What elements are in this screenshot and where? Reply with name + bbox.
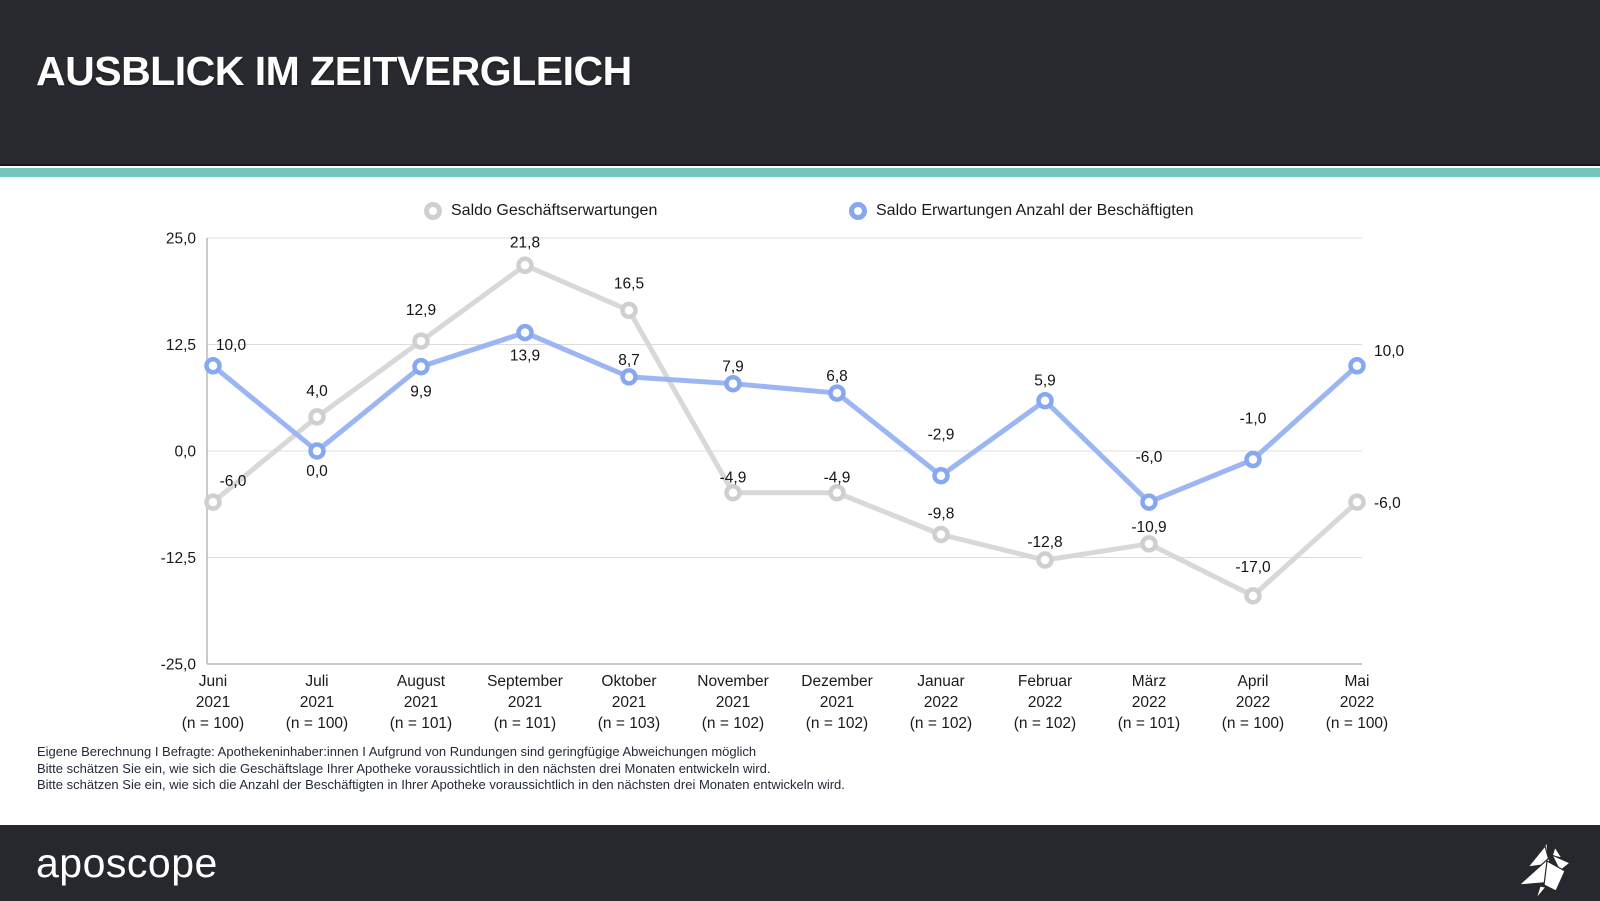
data-label: 9,9 bbox=[410, 384, 432, 401]
legend-item-geschaeftserwartungen: Saldo Geschäftserwartungen bbox=[424, 199, 657, 223]
data-point-marker bbox=[828, 384, 846, 402]
data-point-marker bbox=[1036, 391, 1054, 410]
data-label: -6,0 bbox=[1136, 449, 1163, 466]
footnotes: Eigene Berechnung I Befragte: Apothekeni… bbox=[37, 744, 845, 794]
data-point-marker bbox=[516, 323, 534, 342]
footnote-line: Eigene Berechnung I Befragte: Apothekeni… bbox=[37, 744, 757, 759]
data-label: 16,5 bbox=[614, 275, 644, 292]
data-point-marker bbox=[1140, 535, 1158, 553]
data-label: -17,0 bbox=[1235, 559, 1271, 576]
data-label: -10,9 bbox=[1131, 519, 1166, 536]
legend-marker-gray-icon bbox=[424, 202, 442, 220]
data-label: 8,7 bbox=[618, 352, 640, 369]
footer-bar: aposcope bbox=[0, 825, 1600, 901]
data-label: 21,8 bbox=[510, 234, 540, 251]
data-point-marker bbox=[516, 256, 534, 275]
data-label: 12,9 bbox=[406, 302, 436, 319]
data-point-marker bbox=[204, 357, 222, 375]
data-label: 0,0 bbox=[306, 463, 328, 480]
svg-text:-12,5: -12,5 bbox=[161, 550, 196, 567]
legend-item-beschaeftigte: Saldo Erwartungen Anzahl der Beschäftigt… bbox=[849, 199, 1194, 223]
data-label: 10,0 bbox=[1374, 343, 1405, 360]
data-point-marker bbox=[620, 368, 638, 386]
footnote-line: Bitte schätzen Sie ein, wie sich die Anz… bbox=[37, 777, 845, 793]
data-label: 10,0 bbox=[216, 337, 247, 354]
data-point-marker bbox=[1244, 587, 1262, 605]
data-point-marker bbox=[308, 408, 326, 426]
legend-label: Saldo Erwartungen Anzahl der Beschäftigt… bbox=[876, 202, 1194, 219]
data-point-marker bbox=[724, 374, 742, 393]
svg-text:0,0: 0,0 bbox=[174, 444, 196, 461]
data-point-marker bbox=[412, 332, 430, 350]
data-label: 6,8 bbox=[826, 368, 848, 385]
y-tick-labels: 25,0 12,5 0,0 -12,5 -25,0 bbox=[161, 231, 197, 674]
series-gray-labels: -6,0 4,0 12,9 21,8 16,5 -4,9 -4,9 -9,8 -12,8 -10,… bbox=[220, 234, 1401, 576]
x-tick-labels: Juni 2021 (n = 100) Juli 2021 (n = 100) August… bbox=[182, 673, 1388, 732]
svg-text:25,0: 25,0 bbox=[166, 231, 197, 248]
gridlines bbox=[207, 237, 1362, 665]
series-blue-labels: 10,0 0,0 9,9 13,9 8,7 7,9 6,8 -2,9 5,9 -6,0 -1,0 10… bbox=[216, 337, 1405, 480]
series-blue bbox=[204, 323, 1366, 511]
data-point-marker bbox=[932, 525, 950, 544]
data-point-marker bbox=[1348, 357, 1366, 375]
aposcope-logo: aposcope bbox=[36, 839, 218, 886]
data-label: 4,0 bbox=[306, 383, 328, 400]
legend-label: Saldo Geschäftserwartungen bbox=[451, 202, 658, 219]
data-label: -12,8 bbox=[1027, 534, 1062, 551]
data-point-marker bbox=[828, 483, 846, 502]
data-point-marker bbox=[1036, 551, 1054, 569]
data-label: -4,9 bbox=[824, 470, 851, 487]
data-point-marker bbox=[620, 301, 638, 320]
data-label: 7,9 bbox=[722, 359, 744, 376]
data-point-marker bbox=[1244, 450, 1262, 469]
data-point-marker bbox=[1140, 493, 1158, 511]
data-point-marker bbox=[724, 483, 742, 502]
footnote-line: Bitte schätzen Sie ein, wie sich die Ges… bbox=[37, 760, 771, 776]
origami-bird-icon bbox=[1518, 841, 1571, 900]
data-label: 5,9 bbox=[1034, 373, 1056, 390]
data-label: -4,9 bbox=[720, 470, 747, 487]
data-point-marker bbox=[412, 357, 430, 376]
svg-text:-25,0: -25,0 bbox=[161, 657, 197, 674]
data-label: -6,0 bbox=[1374, 495, 1401, 512]
data-label: -6,0 bbox=[220, 473, 247, 490]
accent-stripe bbox=[0, 168, 1600, 177]
series-gray bbox=[204, 256, 1366, 605]
data-point-marker bbox=[308, 442, 326, 460]
data-point-marker bbox=[1348, 493, 1366, 511]
legend-marker-blue-icon bbox=[849, 202, 867, 220]
header-bar: AUSBLICK IM ZEITVERGLEICH bbox=[0, 0, 1600, 166]
data-point-marker bbox=[204, 493, 222, 511]
page-title: AUSBLICK IM ZEITVERGLEICH bbox=[36, 48, 632, 94]
data-label: -1,0 bbox=[1240, 411, 1267, 428]
data-label: -2,9 bbox=[928, 427, 955, 444]
data-label: 13,9 bbox=[510, 348, 540, 365]
data-point-marker bbox=[932, 466, 950, 485]
svg-text:12,5: 12,5 bbox=[166, 337, 196, 354]
data-label: -9,8 bbox=[928, 505, 955, 522]
